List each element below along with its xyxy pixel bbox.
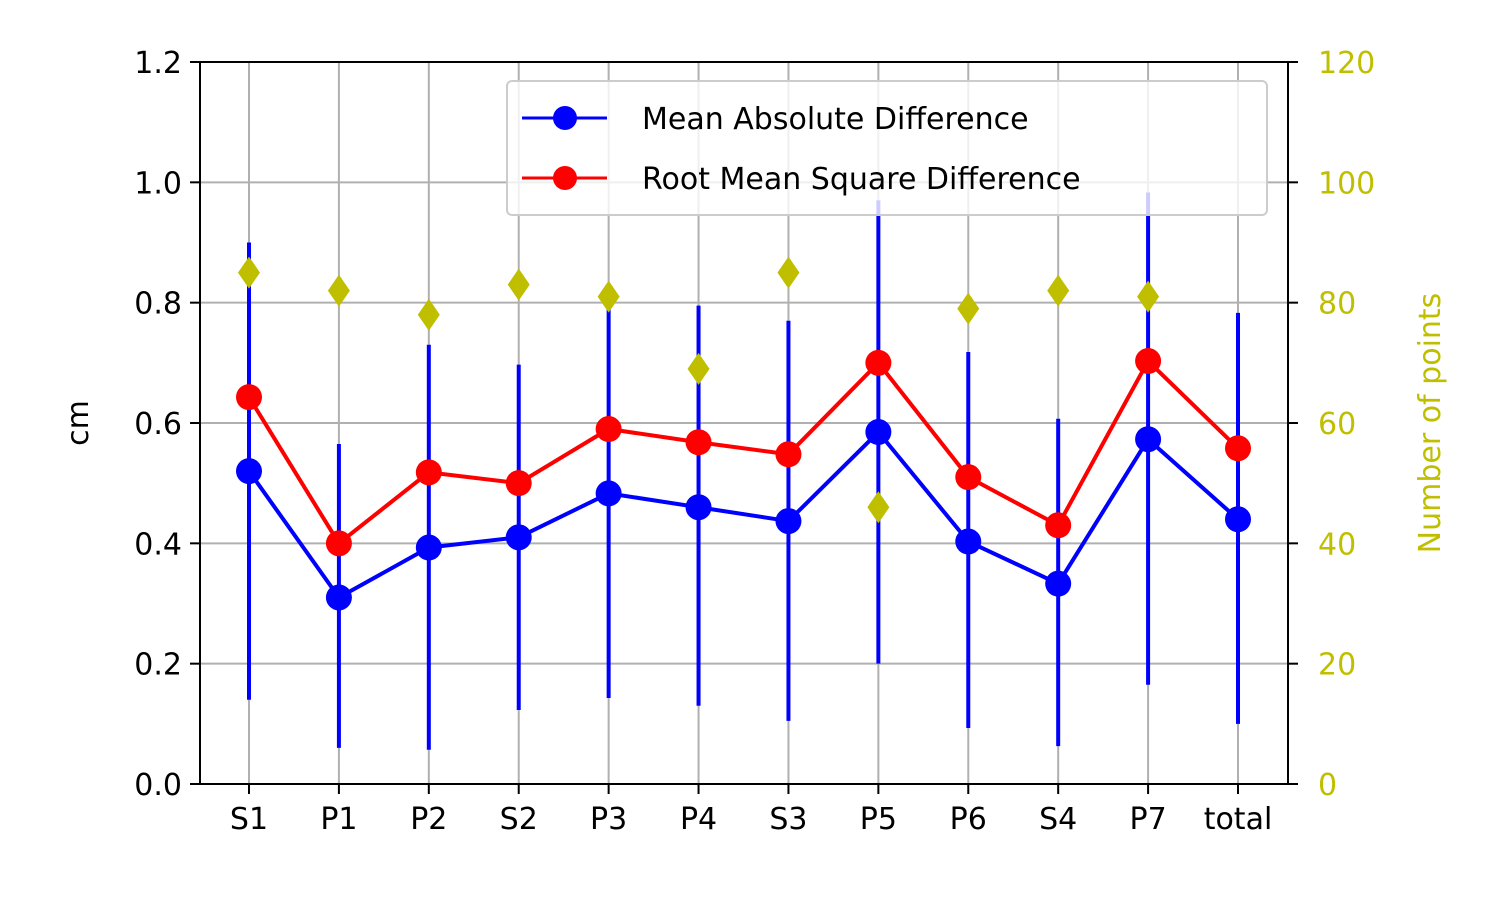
series-point bbox=[865, 419, 892, 446]
series-point bbox=[236, 458, 262, 485]
count-point bbox=[687, 352, 710, 385]
series-point bbox=[505, 524, 532, 551]
count-points bbox=[238, 256, 1160, 524]
series-point bbox=[685, 494, 712, 521]
legend-marker-mean-absolute bbox=[553, 106, 577, 130]
series-point bbox=[595, 416, 622, 443]
y-axis-title: cm bbox=[61, 400, 96, 446]
series-point bbox=[236, 384, 262, 411]
series-point bbox=[415, 459, 442, 486]
x-tick-label: S2 bbox=[500, 802, 538, 837]
series-point bbox=[1225, 435, 1251, 462]
count-point bbox=[238, 256, 260, 289]
x-tick-label: S3 bbox=[769, 802, 807, 837]
y2-tick-label: 120 bbox=[1318, 46, 1375, 81]
y2-tick-label: 80 bbox=[1318, 287, 1356, 322]
series-point bbox=[325, 530, 352, 557]
x-tick-label: P6 bbox=[950, 802, 987, 837]
y-tick-label: 1.2 bbox=[134, 46, 182, 81]
x-tick-label: P2 bbox=[410, 802, 447, 837]
y-tick-label: 0.2 bbox=[134, 648, 182, 683]
series-layer bbox=[236, 348, 1251, 611]
count-point bbox=[777, 256, 800, 289]
y-tick-label: 0.8 bbox=[134, 287, 182, 322]
x-tick-label: S1 bbox=[230, 802, 268, 837]
series-point bbox=[595, 480, 622, 507]
count-point bbox=[1047, 274, 1070, 307]
x-tick-label: total bbox=[1204, 802, 1273, 837]
series-line bbox=[247, 430, 1240, 600]
x-tick-label: P1 bbox=[320, 802, 357, 837]
series-point bbox=[505, 470, 532, 497]
series-point bbox=[775, 441, 802, 468]
x-tick-label: P5 bbox=[860, 802, 897, 837]
series-point bbox=[325, 584, 352, 611]
series-point bbox=[955, 528, 982, 555]
count-point bbox=[867, 491, 890, 524]
y-tick-label: 0.0 bbox=[134, 768, 182, 803]
legend-label-rms: Root Mean Square Difference bbox=[642, 162, 1081, 197]
y2-tick-label: 20 bbox=[1318, 648, 1356, 683]
x-tick-label: P7 bbox=[1129, 802, 1166, 837]
y2-tick-label: 0 bbox=[1318, 768, 1337, 803]
series-point bbox=[865, 349, 892, 376]
y2-axis-title: Number of points bbox=[1413, 293, 1448, 554]
count-point bbox=[417, 298, 440, 331]
x-tick-label: P4 bbox=[680, 802, 717, 837]
count-point bbox=[327, 274, 350, 307]
y2-tick-label: 60 bbox=[1318, 407, 1356, 442]
series-point bbox=[775, 508, 802, 535]
series-line bbox=[247, 359, 1240, 546]
x-tick-label: P3 bbox=[590, 802, 627, 837]
series-point bbox=[1225, 506, 1251, 533]
y-tick-label: 0.6 bbox=[134, 407, 182, 442]
legend-label-mean-absolute: Mean Absolute Difference bbox=[642, 102, 1029, 137]
legend-marker-rms bbox=[553, 166, 577, 190]
count-point bbox=[957, 292, 980, 325]
count-point bbox=[597, 280, 620, 313]
series-point bbox=[1135, 426, 1162, 453]
legend: Mean Absolute Difference Root Mean Squar… bbox=[506, 80, 1268, 216]
series-point bbox=[685, 429, 712, 456]
y-tick-label: 0.4 bbox=[134, 527, 182, 562]
count-point bbox=[1137, 280, 1160, 313]
y2-tick-label: 100 bbox=[1318, 166, 1375, 201]
series-point bbox=[1045, 512, 1072, 539]
axis-layer: S1 P1 P2 S2 P3 P4 S3 P5 P6 S4 P7 total 0.0 0.2 0.4 0.6 0… bbox=[134, 46, 1375, 837]
count-point bbox=[507, 268, 530, 301]
x-tick-label: S4 bbox=[1039, 802, 1077, 837]
legend-box bbox=[506, 80, 1268, 216]
series-point bbox=[415, 534, 442, 561]
series-point bbox=[1045, 570, 1072, 597]
series-point bbox=[955, 464, 982, 491]
series-point bbox=[1135, 348, 1162, 375]
y-tick-label: 1.0 bbox=[134, 166, 182, 201]
y2-tick-label: 40 bbox=[1318, 527, 1356, 562]
